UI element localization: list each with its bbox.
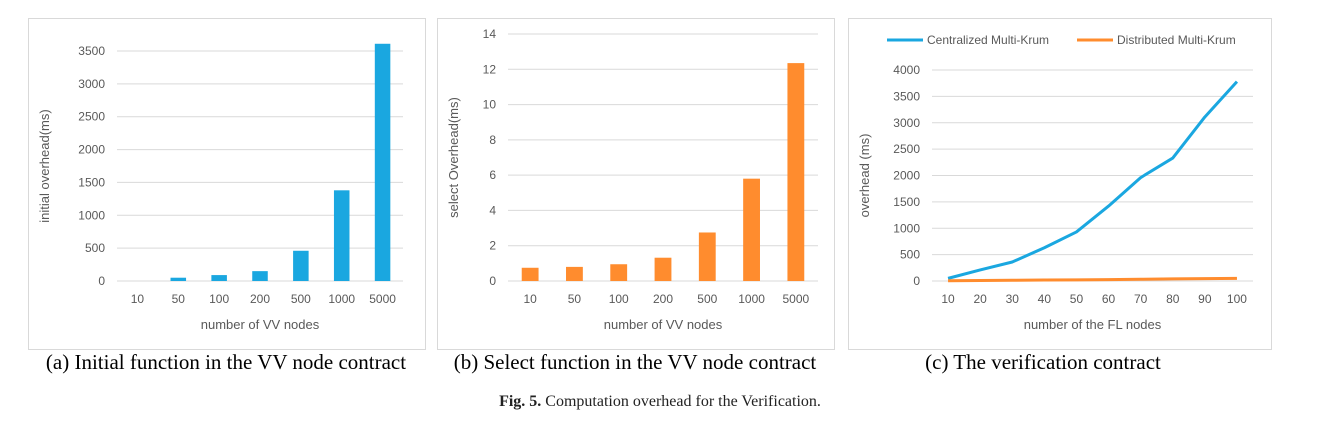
chart-panel-c: 0 500 1000 1500 2000 2500 3000 3500 4000 10 20 30 40…: [848, 18, 1272, 350]
chart-c-ytick-label: 500: [900, 248, 920, 262]
chart-a-ytick-label: 3500: [78, 44, 105, 58]
figure-caption-label: Fig. 5.: [499, 393, 542, 410]
chart-c-ytick-label: 1500: [893, 195, 920, 209]
legend-label-2: Distributed Multi-Krum: [1117, 33, 1236, 47]
caption-b: (b) Select function in the VV node contr…: [453, 350, 817, 374]
chart-b-bar: [654, 257, 672, 281]
caption-a: (a) Initial function in the VV node cont…: [45, 350, 407, 374]
chart-c: 0 500 1000 1500 2000 2500 3000 3500 4000 10 20 30 40…: [857, 33, 1253, 332]
chart-c-xtick-label: 60: [1102, 292, 1116, 306]
chart-b-y-axis-label: select Overhead(ms): [446, 97, 461, 218]
chart-panel-a: 0 500 1000 1500 2000 2500 3000 3500 10 50 100 200 50…: [28, 18, 426, 350]
chart-c-xtick-label: 30: [1006, 292, 1020, 306]
chart-b-bar: [521, 267, 539, 281]
chart-a-ytick-label: 1000: [78, 208, 105, 222]
chart-a-ytick-label: 2000: [78, 143, 105, 157]
chart-b-bar: [787, 63, 805, 281]
chart-a-ytick-label: 500: [85, 241, 105, 255]
chart-c-xtick-label: 70: [1134, 292, 1148, 306]
chart-b-ytick-label: 8: [489, 133, 496, 147]
figure-caption: Fig. 5. Computation overhead for the Ver…: [0, 393, 1320, 411]
chart-b: 0 2 4 6 8 10 12 14 10 50 100 200 500 1000 5000 number o…: [446, 27, 818, 332]
chart-b-xtick-label: 50: [568, 292, 582, 306]
chart-a-ytick-label: 1500: [78, 175, 105, 189]
chart-b-xtick-label: 1000: [738, 292, 765, 306]
chart-b-ytick-label: 6: [489, 168, 496, 182]
chart-b-xtick-label: 100: [609, 292, 629, 306]
chart-c-xtick-label: 100: [1227, 292, 1247, 306]
chart-b-xtick-label: 5000: [783, 292, 810, 306]
chart-c-xtick-label: 90: [1198, 292, 1212, 306]
caption-c: (c) The verification contract: [925, 350, 1161, 374]
chart-a-xtick-label: 10: [131, 292, 145, 306]
chart-b-ytick-label: 10: [483, 98, 497, 112]
chart-c-ytick-label: 0: [913, 274, 920, 288]
chart-c-ytick-label: 2000: [893, 169, 920, 183]
chart-c-ytick-label: 1000: [893, 221, 920, 235]
chart-b-ytick-label: 14: [483, 27, 497, 41]
chart-a-x-axis-label: number of VV nodes: [201, 317, 320, 332]
chart-a: 0 500 1000 1500 2000 2500 3000 3500 10 50 100 200 50…: [37, 43, 403, 332]
chart-c-xtick-label: 50: [1070, 292, 1084, 306]
chart-c-series-line-2: [948, 276, 1237, 283]
chart-c-xtick-label: 10: [941, 292, 955, 306]
chart-a-y-axis-label: initial overhead(ms): [37, 109, 52, 222]
chart-c-x-axis-label: number of the FL nodes: [1024, 317, 1162, 332]
chart-c-series-line-1: [947, 80, 1239, 280]
chart-a-xtick-label: 200: [250, 292, 270, 306]
chart-b-ytick-label: 0: [489, 274, 496, 288]
chart-c-xtick-label: 20: [973, 292, 987, 306]
chart-a-xtick-label: 100: [209, 292, 229, 306]
chart-a-bar: [293, 250, 309, 281]
chart-a-bar: [170, 277, 187, 281]
chart-a-xtick-label: 500: [291, 292, 311, 306]
chart-b-bar: [566, 266, 583, 281]
chart-c-ytick-label: 3000: [893, 116, 920, 130]
chart-c-y-axis-label: overhead (ms): [857, 134, 872, 218]
chart-b-xtick-label: 10: [523, 292, 537, 306]
chart-b-bar: [698, 232, 716, 281]
chart-a-bar: [211, 275, 227, 281]
legend-label-1: Centralized Multi-Krum: [927, 33, 1049, 47]
chart-b-xtick-label: 200: [653, 292, 673, 306]
chart-c-xtick-label: 40: [1038, 292, 1052, 306]
chart-c-xtick-label: 80: [1166, 292, 1180, 306]
chart-a-bar: [252, 271, 268, 281]
chart-b-x-axis-label: number of VV nodes: [604, 317, 723, 332]
chart-c-ytick-label: 2500: [893, 142, 920, 156]
chart-c-ytick-label: 4000: [893, 63, 920, 77]
chart-b-ytick-label: 2: [489, 239, 496, 253]
chart-a-bar: [374, 43, 391, 282]
chart-a-xtick-label: 1000: [328, 292, 355, 306]
chart-b-bar: [743, 178, 760, 281]
chart-a-ytick-label: 2500: [78, 110, 105, 124]
chart-b-bar: [610, 264, 628, 281]
chart-a-bar: [333, 190, 350, 281]
chart-a-ytick-label: 3000: [78, 77, 105, 91]
figure-caption-text: Computation overhead for the Verificatio…: [545, 393, 821, 410]
chart-panel-b: 0 2 4 6 8 10 12 14 10 50 100 200 500 1000 5000 number o…: [437, 18, 835, 350]
chart-a-xtick-label: 5000: [369, 292, 396, 306]
chart-a-xtick-label: 50: [172, 292, 186, 306]
chart-b-ytick-label: 4: [489, 203, 496, 217]
chart-b-ytick-label: 12: [483, 62, 497, 76]
chart-c-ytick-label: 3500: [893, 89, 920, 103]
chart-b-xtick-label: 500: [697, 292, 717, 306]
chart-a-ytick-label: 0: [98, 274, 105, 288]
